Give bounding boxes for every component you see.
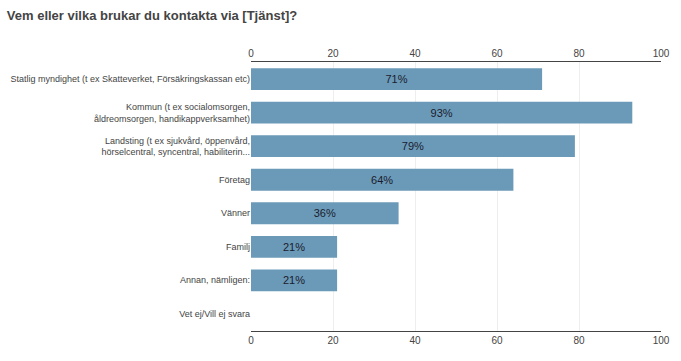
- svg-text:36%: 36%: [314, 207, 336, 219]
- svg-text:0: 0: [248, 335, 254, 346]
- svg-text:Företag: Företag: [219, 175, 250, 185]
- svg-text:Vem eller vilka brukar du kont: Vem eller vilka brukar du kontakta via […: [7, 8, 297, 23]
- svg-text:0: 0: [248, 48, 254, 59]
- svg-text:Familj: Familj: [226, 242, 250, 252]
- svg-text:93%: 93%: [431, 107, 453, 119]
- svg-text:Kommun (t ex socialomsorgen,ål: Kommun (t ex socialomsorgen,åldreomsorge…: [94, 102, 250, 124]
- svg-text:71%: 71%: [385, 73, 407, 85]
- svg-text:60: 60: [491, 48, 503, 59]
- svg-text:64%: 64%: [371, 174, 393, 186]
- svg-text:Annan, nämligen:: Annan, nämligen:: [180, 275, 250, 285]
- svg-text:Statlig myndighet (t ex Skatte: Statlig myndighet (t ex Skatteverket, Fö…: [10, 74, 250, 84]
- svg-text:79%: 79%: [402, 140, 424, 152]
- svg-text:60: 60: [491, 335, 503, 346]
- svg-text:Vet ej/Vill ej svara: Vet ej/Vill ej svara: [179, 309, 250, 319]
- svg-text:Vänner: Vänner: [221, 208, 250, 218]
- svg-text:20: 20: [327, 335, 339, 346]
- svg-text:80: 80: [573, 48, 585, 59]
- svg-text:100: 100: [653, 48, 670, 59]
- svg-text:40: 40: [409, 335, 421, 346]
- svg-text:80: 80: [573, 335, 585, 346]
- svg-text:Landsting (t ex sjukvård, öppe: Landsting (t ex sjukvård, öppenvård,hörs…: [101, 136, 250, 158]
- svg-text:100: 100: [653, 335, 670, 346]
- svg-text:21%: 21%: [283, 274, 305, 286]
- svg-text:21%: 21%: [283, 241, 305, 253]
- svg-text:20: 20: [327, 48, 339, 59]
- svg-text:40: 40: [409, 48, 421, 59]
